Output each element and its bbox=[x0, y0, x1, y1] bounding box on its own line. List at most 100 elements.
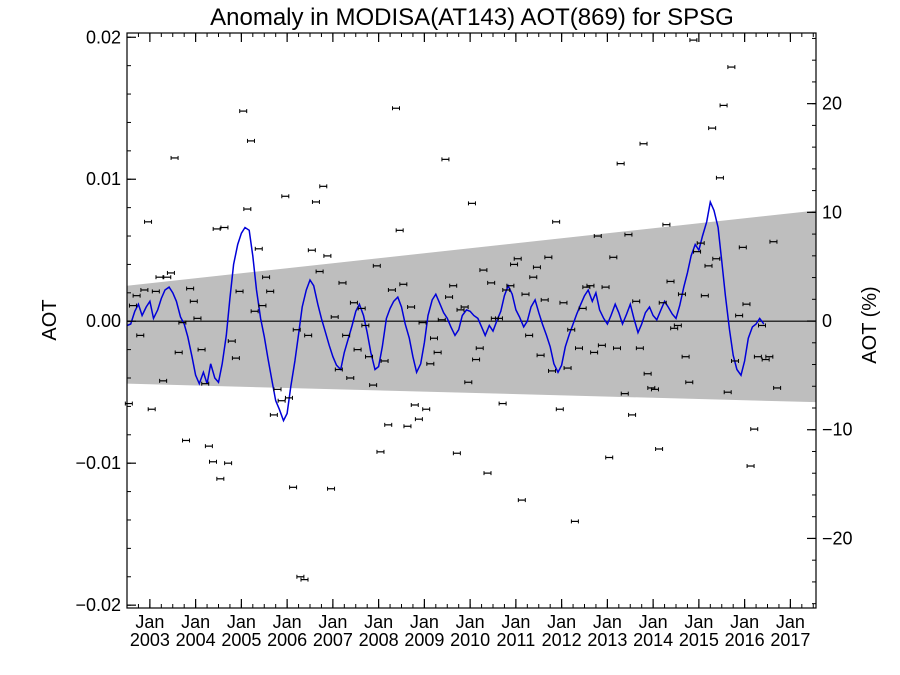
data-point bbox=[159, 378, 168, 383]
x-tick-label-year: 2007 bbox=[313, 630, 353, 650]
data-point bbox=[422, 407, 431, 412]
data-point bbox=[433, 350, 442, 355]
data-point bbox=[517, 498, 526, 503]
data-point bbox=[510, 262, 519, 267]
y-tick-label-left: 0.00 bbox=[86, 311, 121, 331]
x-tick-label-month: Jan bbox=[364, 612, 393, 632]
data-point bbox=[273, 387, 282, 392]
data-points-layer bbox=[124, 38, 782, 582]
data-point bbox=[620, 391, 629, 396]
y-tick-label-right: −20 bbox=[822, 528, 853, 548]
y-axis-label-right: AOT (%) bbox=[859, 286, 881, 363]
data-point bbox=[128, 303, 137, 308]
data-point bbox=[204, 444, 213, 449]
data-point bbox=[212, 226, 221, 231]
y-tick-label-left: 0.01 bbox=[86, 169, 121, 189]
data-point bbox=[124, 401, 133, 406]
x-tick-label-year: 2015 bbox=[679, 630, 719, 650]
data-point bbox=[441, 157, 450, 162]
data-point bbox=[719, 103, 728, 108]
data-point bbox=[506, 283, 515, 288]
data-point bbox=[693, 249, 702, 254]
x-tick-label-year: 2003 bbox=[130, 630, 170, 650]
data-point bbox=[673, 323, 682, 328]
data-point bbox=[612, 346, 621, 351]
data-point bbox=[410, 402, 419, 407]
data-point bbox=[712, 256, 721, 261]
y-tick-label-right: −10 bbox=[822, 420, 853, 440]
x-tick-label-month: Jan bbox=[273, 612, 302, 632]
data-point bbox=[330, 314, 339, 319]
y-axis-label-left: AOT bbox=[39, 299, 61, 340]
data-point bbox=[216, 476, 225, 481]
data-point bbox=[349, 300, 358, 305]
x-tick-label-month: Jan bbox=[456, 612, 485, 632]
data-point bbox=[151, 289, 160, 294]
data-point bbox=[155, 275, 164, 280]
data-point bbox=[544, 255, 553, 260]
data-point bbox=[677, 292, 686, 297]
data-point bbox=[570, 519, 579, 524]
data-point bbox=[464, 380, 473, 385]
data-point bbox=[513, 256, 522, 261]
x-tick-label-month: Jan bbox=[501, 612, 530, 632]
y-tick-label-left: −0.02 bbox=[75, 595, 121, 615]
data-point bbox=[685, 380, 694, 385]
data-point bbox=[532, 265, 541, 270]
data-point bbox=[445, 295, 454, 300]
data-point bbox=[681, 354, 690, 359]
data-point bbox=[429, 336, 438, 341]
data-point bbox=[369, 383, 378, 388]
data-point bbox=[243, 207, 252, 212]
data-point bbox=[426, 361, 435, 366]
data-point bbox=[170, 155, 179, 160]
x-tick-label-month: Jan bbox=[410, 612, 439, 632]
data-point bbox=[483, 471, 492, 476]
data-point bbox=[475, 346, 484, 351]
data-point bbox=[144, 219, 153, 224]
smoothed-anomaly-line bbox=[126, 199, 765, 423]
data-point bbox=[319, 184, 328, 189]
data-point bbox=[715, 175, 724, 180]
data-point bbox=[635, 346, 644, 351]
data-point bbox=[220, 225, 229, 230]
data-point bbox=[666, 279, 675, 284]
data-point bbox=[502, 287, 511, 292]
data-point bbox=[395, 228, 404, 233]
y-tick-label-left: −0.01 bbox=[75, 453, 121, 473]
x-tick-label-year: 2010 bbox=[450, 630, 490, 650]
data-point bbox=[235, 289, 244, 294]
data-point bbox=[616, 161, 625, 166]
data-point bbox=[186, 286, 195, 291]
data-point bbox=[555, 407, 564, 412]
data-point bbox=[494, 316, 503, 321]
data-point bbox=[399, 282, 408, 287]
x-tick-label-month: Jan bbox=[639, 612, 668, 632]
y-tick-label-left: 0.02 bbox=[86, 27, 121, 47]
y-tick-label-right: 20 bbox=[822, 94, 842, 114]
data-point bbox=[269, 412, 278, 417]
x-tick-label-year: 2014 bbox=[633, 630, 673, 650]
data-point bbox=[773, 385, 782, 390]
x-tick-label-month: Jan bbox=[135, 612, 164, 632]
data-point bbox=[189, 299, 198, 304]
data-point bbox=[387, 287, 396, 292]
data-point bbox=[467, 201, 476, 206]
data-point bbox=[178, 320, 187, 325]
data-point bbox=[540, 297, 549, 302]
data-point bbox=[731, 358, 740, 363]
data-point bbox=[132, 293, 141, 298]
data-point bbox=[590, 350, 599, 355]
data-point bbox=[284, 395, 293, 400]
x-tick-label-year: 2013 bbox=[587, 630, 627, 650]
smoothed-line-layer bbox=[126, 199, 765, 423]
data-point bbox=[239, 109, 248, 114]
data-point bbox=[529, 275, 538, 280]
data-point bbox=[380, 358, 389, 363]
data-point bbox=[548, 368, 557, 373]
data-point bbox=[536, 353, 545, 358]
data-point bbox=[650, 387, 659, 392]
data-point bbox=[224, 461, 233, 466]
